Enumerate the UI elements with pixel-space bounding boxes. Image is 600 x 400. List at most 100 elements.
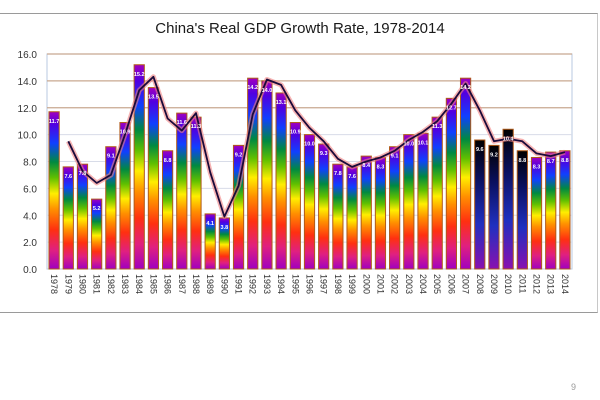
bar-value-label: 8.3 (377, 164, 385, 170)
bar-value-label: 9.3 (320, 151, 328, 157)
y-tick-label: 8.0 (23, 158, 37, 169)
bar-value-label: 14.2 (247, 85, 258, 91)
bar-2014 (559, 150, 571, 270)
bar-1999 (346, 166, 358, 270)
bar-1983 (119, 122, 131, 270)
x-tick-label: 1991 (234, 274, 244, 294)
bar-2001 (374, 156, 387, 270)
x-tick-label: 2003 (404, 274, 414, 294)
x-tick-label: 2014 (560, 274, 570, 294)
bar-value-label: 8.4 (362, 163, 371, 169)
x-tick-label: 1986 (163, 274, 173, 294)
bar-value-label: 13.1 (276, 100, 287, 106)
bar-1989 (204, 213, 216, 270)
bar-value-label: 10.9 (120, 130, 131, 136)
bar-value-label: 9.1 (107, 154, 115, 160)
x-tick-label: 1987 (177, 274, 187, 294)
x-tick-label: 1983 (120, 274, 130, 294)
y-tick-label: 2.0 (23, 238, 37, 249)
x-tick-label: 1981 (92, 274, 102, 294)
bar-1988 (190, 116, 202, 270)
bar-value-label: 8.8 (519, 158, 527, 164)
bar-1994 (275, 92, 287, 270)
bar-2010 (502, 128, 514, 270)
bar-1986 (162, 150, 174, 270)
bar-value-label: 14.0 (262, 88, 273, 94)
bar-value-label: 3.8 (221, 225, 229, 231)
bar-value-label: 10.0 (304, 142, 315, 148)
bar-2013 (545, 151, 557, 270)
x-tick-label: 1999 (347, 274, 357, 294)
bar-value-label: 7.6 (348, 174, 356, 180)
bar-value-label: 11.3 (432, 124, 442, 130)
x-tick-label: 2006 (446, 274, 456, 294)
x-tick-label: 1982 (106, 274, 116, 294)
bar-value-label: 8.7 (547, 159, 555, 165)
x-tick-label: 2005 (432, 274, 442, 294)
bar-1982 (105, 146, 117, 270)
bar-value-label: 9.6 (476, 147, 484, 153)
bar-value-label: 10.4 (503, 136, 515, 142)
x-tick-label: 2011 (517, 274, 527, 293)
bar-2012 (530, 156, 543, 270)
bar-value-label: 5.2 (93, 206, 101, 212)
bar-value-label: 9.2 (235, 152, 243, 158)
bar-1995 (289, 122, 301, 270)
x-tick-label: 2012 (532, 274, 542, 294)
x-tick-label: 1997 (319, 274, 329, 294)
bar-value-label: 15.2 (134, 72, 145, 78)
x-tick-label: 2001 (375, 274, 385, 294)
bar-value-label: 9.2 (490, 152, 498, 158)
bar-2002 (389, 146, 401, 270)
x-tick-label: 1985 (148, 274, 158, 294)
x-tick-label: 1993 (262, 274, 272, 294)
x-tick-label: 1996 (305, 274, 315, 294)
bar-value-label: 7.6 (64, 174, 72, 180)
x-tick-label: 2002 (390, 274, 400, 294)
bar-value-label: 10.9 (290, 130, 301, 136)
bar-value-label: 8.8 (164, 158, 172, 164)
x-tick-label: 2008 (475, 274, 485, 294)
x-tick-label: 1984 (134, 274, 144, 294)
bar-2008 (474, 139, 486, 270)
x-tick-label: 2013 (546, 274, 556, 294)
bar-1984 (133, 64, 145, 270)
bar-value-label: 12.7 (446, 105, 457, 111)
bar-2009 (488, 144, 500, 270)
bar-value-label: 8.8 (561, 158, 569, 164)
bar-2000 (360, 155, 372, 270)
x-tick-label: 1980 (77, 274, 87, 294)
bar-value-label: 14.2 (460, 85, 471, 91)
bar-2011 (516, 150, 528, 270)
x-tick-label: 2007 (461, 274, 471, 294)
bar-1991 (232, 144, 245, 270)
y-tick-label: 12.0 (18, 104, 38, 115)
bar-value-label: 10.1 (418, 140, 429, 146)
x-tick-label: 1978 (49, 274, 59, 294)
x-tick-label: 2000 (361, 274, 371, 294)
bar-1992 (247, 77, 259, 270)
bar-1997 (318, 143, 330, 270)
bar-value-label: 11.3 (191, 124, 201, 130)
bar-1985 (147, 87, 160, 270)
bar-value-label: 13.5 (148, 95, 159, 101)
y-tick-label: 4.0 (23, 211, 37, 222)
chart-title: China's Real GDP Growth Rate, 1978-2014 (155, 20, 445, 37)
x-tick-label: 1990 (219, 274, 229, 294)
x-tick-label: 1994 (276, 274, 286, 294)
bar-value-label: 11.7 (49, 119, 59, 125)
bar-2005 (431, 116, 443, 270)
bar-value-label: 7.8 (79, 171, 87, 177)
bar-value-label: 10.0 (403, 142, 414, 148)
x-tick-label: 1979 (63, 274, 73, 294)
bar-value-label: 11.6 (177, 120, 187, 126)
y-tick-label: 14.0 (18, 77, 38, 88)
y-tick-label: 10.0 (18, 131, 38, 142)
trend-line (67, 75, 566, 218)
bar-1978 (48, 111, 60, 270)
x-tick-label: 2010 (503, 274, 513, 294)
bar-1993 (261, 80, 273, 270)
slide-frame (0, 13, 598, 313)
x-tick-label: 2009 (489, 274, 499, 294)
